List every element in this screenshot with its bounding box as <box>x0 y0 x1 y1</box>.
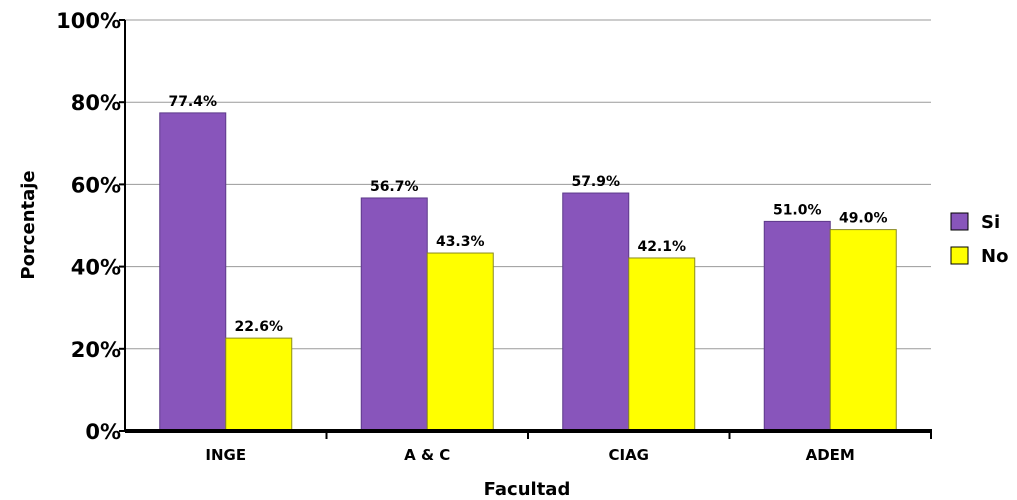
data-label: 77.4% <box>168 94 217 110</box>
data-label: 49.0% <box>839 211 888 227</box>
y-tick-label: 60% <box>71 173 121 197</box>
data-label: 56.7% <box>370 179 419 195</box>
data-label: 43.3% <box>436 234 485 250</box>
bar-si-0 <box>159 112 227 432</box>
bar-si-2 <box>562 192 630 432</box>
legend-swatch-no <box>950 246 969 265</box>
y-tick-label: 40% <box>71 256 121 280</box>
category-label: INGE <box>205 446 246 464</box>
legend-label: Si <box>981 212 1000 233</box>
bar-si-1 <box>360 197 428 432</box>
bar-no-1 <box>426 252 494 432</box>
data-label: 42.1% <box>637 239 686 255</box>
category-label: CIAG <box>608 446 649 464</box>
y-tick-label: 100% <box>56 9 121 33</box>
legend-label: No <box>981 246 1008 267</box>
bar-no-3 <box>829 229 897 432</box>
data-label: 51.0% <box>773 202 822 218</box>
category-label: ADEM <box>806 446 855 464</box>
category-label: A & C <box>404 446 450 464</box>
legend-swatch-si <box>950 212 969 231</box>
data-label: 57.9% <box>571 174 620 190</box>
x-axis-title: Facultad <box>484 479 571 500</box>
legend: Si No <box>950 212 1008 267</box>
bars <box>159 112 897 432</box>
y-tick-label: 0% <box>85 420 121 444</box>
labels: 0% 20% 40% 60% 80% 100% 77.4% 22.6% INGE 56.7% 43.… <box>56 9 887 464</box>
y-tick-label: 80% <box>71 91 121 115</box>
bar-no-2 <box>628 257 696 432</box>
data-label: 22.6% <box>234 319 283 335</box>
bar-si-3 <box>763 220 831 432</box>
y-axis-title: Porcentaje <box>18 170 39 279</box>
axes <box>119 19 932 439</box>
bar-no-0 <box>225 337 293 432</box>
y-tick-label: 20% <box>71 338 121 362</box>
